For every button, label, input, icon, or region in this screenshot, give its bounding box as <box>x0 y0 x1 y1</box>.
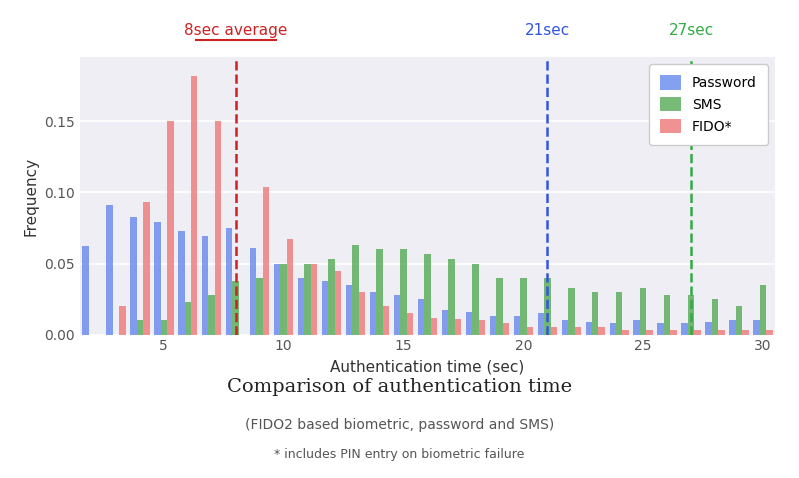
Bar <box>568 288 574 335</box>
Legend: Password, SMS, FIDO*: Password, SMS, FIDO* <box>649 65 768 145</box>
Bar <box>167 121 173 335</box>
Bar <box>130 217 137 335</box>
Bar <box>598 327 605 335</box>
Bar <box>256 278 263 335</box>
Bar <box>274 263 280 335</box>
Bar <box>119 306 125 335</box>
Bar <box>766 330 773 335</box>
Bar <box>202 237 209 335</box>
Bar <box>322 281 328 335</box>
Text: Comparison of authentication time: Comparison of authentication time <box>227 378 572 396</box>
Bar <box>514 316 520 335</box>
Bar <box>137 320 143 335</box>
Bar <box>226 228 233 335</box>
Bar <box>400 250 407 335</box>
Bar <box>431 317 437 335</box>
Bar <box>298 278 304 335</box>
Bar <box>640 288 646 335</box>
Bar <box>352 245 359 335</box>
Text: (FIDO2 based biometric, password and SMS): (FIDO2 based biometric, password and SMS… <box>244 418 555 433</box>
Bar <box>328 259 335 335</box>
Bar <box>712 299 718 335</box>
Bar <box>418 299 424 335</box>
Bar <box>106 205 113 335</box>
Bar <box>544 278 551 335</box>
Bar <box>729 320 736 335</box>
Bar <box>622 330 629 335</box>
Bar <box>562 320 568 335</box>
Bar <box>143 202 149 335</box>
Bar <box>718 330 725 335</box>
Bar <box>311 263 317 335</box>
Bar <box>82 247 89 335</box>
Bar <box>233 281 239 335</box>
Bar <box>610 323 616 335</box>
X-axis label: Authentication time (sec): Authentication time (sec) <box>330 359 525 374</box>
Bar <box>154 222 161 335</box>
Bar <box>706 322 712 335</box>
Bar <box>209 295 215 335</box>
Bar <box>658 323 664 335</box>
Bar <box>448 259 455 335</box>
Bar <box>376 250 383 335</box>
Bar <box>359 292 365 335</box>
Bar <box>490 316 496 335</box>
Bar <box>670 330 677 335</box>
Bar <box>520 278 527 335</box>
Bar <box>664 295 670 335</box>
Bar <box>394 295 400 335</box>
Bar <box>185 302 191 335</box>
Text: 8sec average: 8sec average <box>184 23 288 38</box>
Bar <box>616 292 622 335</box>
Bar <box>736 306 742 335</box>
Bar <box>263 187 269 335</box>
Bar <box>178 231 185 335</box>
Bar <box>215 121 221 335</box>
Bar <box>250 248 256 335</box>
Bar <box>346 285 352 335</box>
Bar <box>466 312 472 335</box>
Bar <box>191 76 197 335</box>
Bar <box>682 323 688 335</box>
Bar <box>646 330 653 335</box>
Bar <box>574 327 581 335</box>
Bar <box>479 320 485 335</box>
Bar <box>753 320 760 335</box>
Bar <box>472 263 479 335</box>
Bar <box>496 278 503 335</box>
Bar <box>551 327 557 335</box>
Bar <box>688 295 694 335</box>
Bar <box>161 320 167 335</box>
Text: * includes PIN entry on biometric failure: * includes PIN entry on biometric failur… <box>274 447 525 461</box>
Bar <box>760 285 766 335</box>
Bar <box>424 253 431 335</box>
Bar <box>586 322 592 335</box>
Text: 27sec: 27sec <box>669 23 714 38</box>
Bar <box>742 330 749 335</box>
Bar <box>407 313 413 335</box>
Text: 21sec: 21sec <box>525 23 570 38</box>
Bar <box>280 263 287 335</box>
Bar <box>304 263 311 335</box>
Bar <box>287 239 293 335</box>
Bar <box>527 327 533 335</box>
Bar <box>383 306 389 335</box>
Y-axis label: Frequency: Frequency <box>24 156 38 236</box>
Bar <box>455 319 461 335</box>
Bar <box>694 330 701 335</box>
Bar <box>634 320 640 335</box>
Bar <box>592 292 598 335</box>
Bar <box>503 323 509 335</box>
Bar <box>538 313 544 335</box>
Bar <box>370 292 376 335</box>
Bar <box>335 271 341 335</box>
Bar <box>442 310 448 335</box>
